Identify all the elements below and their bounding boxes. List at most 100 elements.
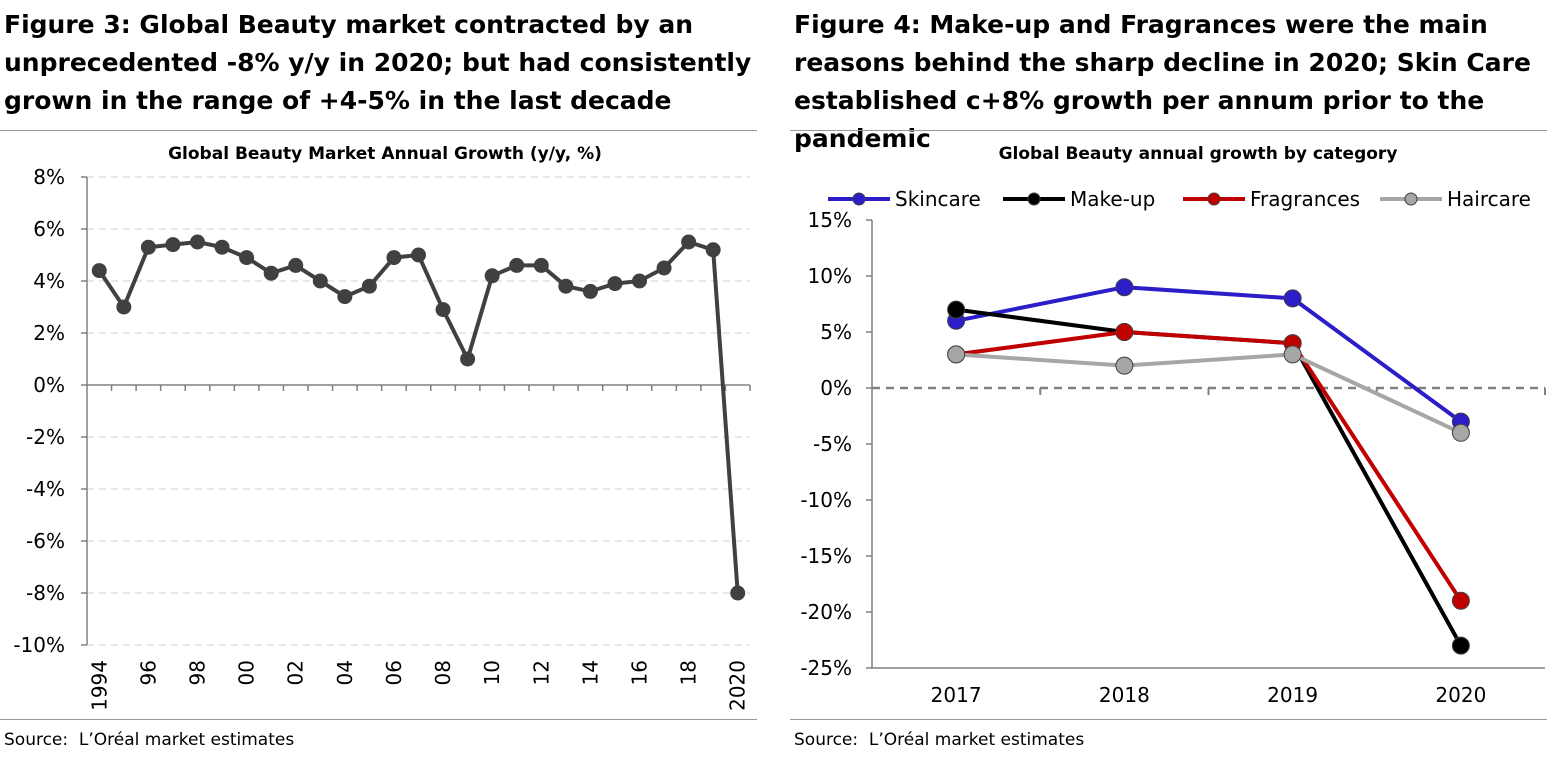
y-tick-label: 2%	[33, 321, 65, 345]
figure-3-line-chart: Global Beauty Market Annual Growth (y/y,…	[13, 144, 751, 711]
y-tick-label: 5%	[820, 320, 852, 344]
data-point	[288, 257, 304, 273]
series-line	[97, 240, 740, 594]
x-tick-label: 96	[136, 660, 160, 685]
y-tick-label: -5%	[813, 432, 852, 456]
data-point	[165, 237, 181, 253]
figure-4-panel: Figure 4: Make-up and Fragrances were th…	[790, 0, 1557, 761]
data-point-skincare	[1115, 278, 1134, 297]
legend-marker-fragrances	[1207, 192, 1221, 206]
legend-label-fragrances: Fragrances	[1250, 187, 1360, 211]
x-tick-label: 06	[382, 660, 406, 685]
data-point-skincare	[1283, 289, 1302, 308]
data-point	[656, 260, 672, 276]
figure-4-title-rule	[790, 130, 1547, 131]
y-tick-label: -2%	[26, 425, 65, 449]
x-tick-label: 2020	[726, 660, 750, 711]
x-tick-label: 2017	[931, 683, 982, 707]
data-point	[460, 351, 476, 367]
data-point	[607, 276, 623, 292]
data-point	[411, 247, 426, 263]
x-tick-label: 14	[578, 660, 602, 685]
data-point	[361, 278, 377, 294]
x-tick-label: 2018	[1099, 683, 1150, 707]
x-tick-label: 1994	[87, 660, 111, 711]
x-tick-label: 98	[186, 660, 210, 685]
y-tick-label: -8%	[26, 581, 65, 605]
x-tick-label: 08	[431, 660, 455, 685]
data-point-fragrances	[1451, 591, 1470, 610]
data-point	[91, 263, 107, 279]
data-point	[558, 278, 574, 294]
data-point	[582, 283, 598, 299]
y-tick-label: 10%	[808, 264, 852, 288]
x-tick-label: 18	[677, 660, 701, 685]
figure-3-source: Source: L’Oréal market estimates	[4, 730, 295, 750]
data-point	[263, 265, 279, 281]
chart-title: Global Beauty Market Annual Growth (y/y,…	[168, 144, 602, 164]
data-point	[681, 234, 697, 250]
series-line-fragrances	[955, 330, 1463, 602]
data-point	[214, 239, 230, 255]
series-line-skincare	[955, 285, 1463, 424]
data-point	[484, 268, 500, 284]
y-tick-label: 6%	[33, 217, 65, 241]
series-line-haircare	[955, 352, 1462, 435]
data-point	[705, 242, 721, 258]
legend-marker-make-up	[1027, 192, 1041, 206]
y-tick-label: -4%	[26, 477, 65, 501]
legend-marker-skincare	[852, 192, 866, 206]
data-point-haircare	[1115, 356, 1134, 375]
y-tick-label: -10%	[13, 633, 65, 657]
figure-3-panel: Figure 3: Global Beauty market contracte…	[0, 0, 760, 761]
y-tick-label: 8%	[33, 165, 65, 189]
data-point-fragrances	[1115, 323, 1134, 341]
data-point-make-up	[947, 300, 966, 319]
x-tick-label: 10	[480, 660, 504, 685]
figure-4-bottom-rule	[790, 719, 1547, 720]
y-tick-label: 4%	[33, 269, 65, 293]
x-tick-label: 2019	[1267, 683, 1318, 707]
data-point	[116, 299, 132, 315]
data-point	[632, 273, 647, 289]
data-point-haircare	[1451, 423, 1470, 442]
y-tick-label: -10%	[800, 488, 852, 512]
figure-3-title-rule	[0, 130, 757, 131]
x-tick-label: 12	[529, 660, 553, 685]
figure-3-bottom-rule	[0, 719, 757, 720]
data-point	[509, 257, 525, 273]
figure-4-line-chart: Global Beauty annual growth by category 1…	[800, 144, 1546, 707]
data-point	[190, 234, 205, 250]
y-tick-label: -20%	[800, 600, 852, 624]
x-tick-label: 2020	[1435, 683, 1486, 707]
data-point	[337, 289, 353, 305]
figure-4-source: Source: L’Oréal market estimates	[794, 730, 1085, 750]
y-tick-label: -6%	[26, 529, 65, 553]
x-tick-label: 02	[284, 660, 308, 685]
data-point	[533, 257, 549, 273]
data-point	[386, 250, 402, 266]
legend-label-skincare: Skincare	[895, 187, 981, 211]
y-tick-label: 0%	[33, 373, 65, 397]
legend-marker-haircare	[1404, 192, 1418, 206]
x-tick-label: 16	[628, 660, 652, 685]
y-tick-label: -25%	[800, 656, 852, 680]
data-point	[140, 239, 156, 255]
legend-label-make-up: Make-up	[1070, 187, 1155, 211]
figure-4-heading: Figure 4: Make-up and Fragrances were th…	[794, 10, 1531, 153]
data-point-haircare	[947, 345, 966, 364]
data-point	[239, 250, 255, 266]
data-point	[312, 273, 328, 289]
legend-label-haircare: Haircare	[1447, 187, 1531, 211]
data-point-make-up	[1451, 636, 1470, 655]
data-point	[730, 585, 746, 601]
data-point	[435, 302, 451, 318]
x-tick-label: 00	[235, 660, 259, 685]
y-tick-label: 15%	[808, 208, 852, 232]
figure-3-heading: Figure 3: Global Beauty market contracte…	[4, 10, 752, 115]
x-tick-label: 04	[333, 660, 357, 685]
y-tick-label: 0%	[820, 376, 852, 400]
chart-title: Global Beauty annual growth by category	[999, 144, 1398, 164]
y-tick-label: -15%	[800, 544, 852, 568]
data-point-haircare	[1283, 345, 1302, 364]
